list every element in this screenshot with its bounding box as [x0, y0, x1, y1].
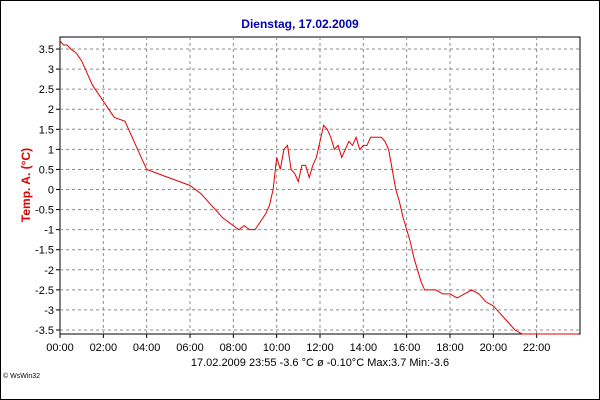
y-tick-label: -1.5	[35, 245, 54, 257]
y-tick-label: 3	[48, 64, 54, 76]
y-tick-label: 0.5	[39, 164, 54, 176]
y-tick-label: 1.5	[39, 124, 54, 136]
x-tick-label: 00:00	[46, 342, 74, 354]
x-tick-label: 16:00	[393, 342, 421, 354]
y-axis-label: Temp. A. (°C)	[19, 148, 33, 222]
y-tick-label: 0	[48, 185, 54, 197]
temperature-series-line	[59, 40, 579, 335]
y-tick-label: -1	[44, 225, 54, 237]
x-tick-label: 04:00	[133, 342, 161, 354]
y-tick-label: -2	[44, 265, 54, 277]
y-tick-label: -3	[44, 305, 54, 317]
x-tick-label: 12:00	[306, 342, 334, 354]
x-tick-label: 08:00	[220, 342, 248, 354]
x-tick-label: 10:00	[263, 342, 291, 354]
y-tick-label: 2	[48, 104, 54, 116]
x-tick-label: 14:00	[350, 342, 378, 354]
grid-lines	[60, 37, 580, 334]
y-tick-label: 1	[48, 144, 54, 156]
x-tick-label: 20:00	[480, 342, 508, 354]
x-tick-label: 06:00	[176, 342, 204, 354]
chart-title: Dienstag, 17.02.2009	[241, 17, 359, 31]
brand-label: © WsWin32	[3, 373, 41, 380]
x-tick-label: 02:00	[90, 342, 118, 354]
x-axis-ticks: 00:00 02:00 04:00 06:00 08:00 10:00 12:00 14:00…	[46, 334, 550, 354]
footer-stats: 17.02.2009 23:55 -3.6 °C ø -0.10°C Max:3…	[190, 357, 450, 369]
y-tick-label: 2.5	[39, 84, 54, 96]
y-axis-ticks: 3.5 3 2.5 2 1.5 1 0.5 0 -0.5 -1 -1.5 -2 -2.5 -3 -3.5	[35, 44, 60, 337]
y-tick-label: -0.5	[35, 205, 54, 217]
y-tick-label: -2.5	[35, 285, 54, 297]
x-tick-label: 22:00	[523, 342, 551, 354]
y-tick-label: 3.5	[39, 44, 54, 56]
x-tick-label: 18:00	[436, 342, 464, 354]
y-tick-label: -3.5	[35, 325, 54, 337]
